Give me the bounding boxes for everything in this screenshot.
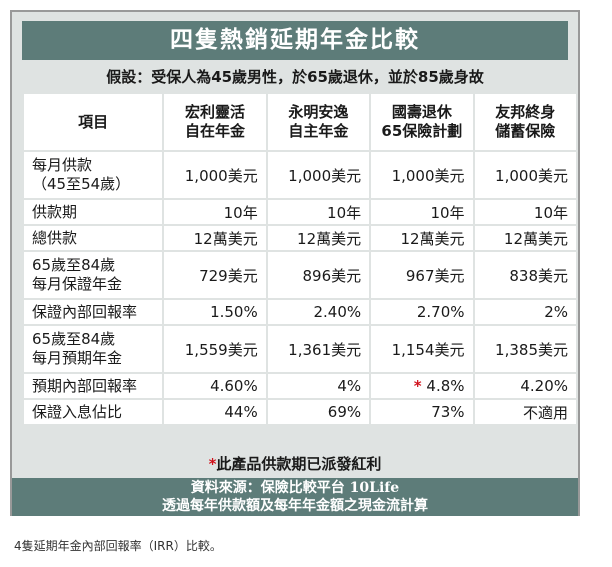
table-cell: 69% (267, 400, 370, 424)
table-row: 總供款 12萬美元 12萬美元 12萬美元 12萬美元 (24, 226, 576, 250)
row-label-expected-irr: 預期內部回報率 (24, 374, 163, 398)
panel-title: 四隻熱銷延期年金比較 (22, 21, 568, 60)
row-label-guaranteed-annuity: 65歲至84歲 每月保證年金 (24, 252, 163, 298)
table-cell: 729美元 (164, 252, 266, 298)
table-cell: 1,154美元 (371, 326, 473, 372)
header-product-4: 友邦終身 儲蓄保險 (474, 94, 576, 150)
table-cell: 4.60% (164, 374, 266, 398)
calculation-note: 透過每年供款額及每年年金額之現金流計算 (162, 498, 428, 514)
table-row: 每月供款 （45至54歲） 1,000美元 1,000美元 1,000美元 1,0… (24, 152, 576, 198)
table-cell: 2% (474, 300, 576, 324)
table-cell: 1,385美元 (474, 326, 576, 372)
row-label-monthly-contribution: 每月供款 （45至54歲） (24, 152, 163, 198)
table-row: 預期內部回報率 4.60% 4% * 4.8% 4.20% (24, 374, 576, 398)
row-label-expected-annuity: 65歲至84歲 每月預期年金 (24, 326, 163, 372)
row-label-total-contribution: 總供款 (24, 226, 163, 250)
table-row: 供款期 10年 10年 10年 10年 (24, 200, 576, 224)
table-cell: 4.20% (474, 374, 576, 398)
table-cell: 1,000美元 (267, 152, 370, 198)
row-label-guaranteed-irr: 保證內部回報率 (24, 300, 163, 324)
header-product-2: 永明安逸 自主年金 (267, 94, 370, 150)
image-caption: 4隻延期年金內部回報率（IRR）比較。 (14, 539, 222, 553)
table-cell: 10年 (267, 200, 370, 224)
table-cell: 10年 (371, 200, 473, 224)
table-header-row: 項目 宏利靈活 自在年金 永明安逸 自主年金 國壽退休 65保險計劃 友邦終身 儲蓄保險 (24, 94, 576, 150)
header-product-1: 宏利靈活 自在年金 (164, 94, 266, 150)
header-product-3: 國壽退休 65保險計劃 (371, 94, 473, 150)
table-row: 65歲至84歲 每月預期年金 1,559美元 1,361美元 1,154美元 1,… (24, 326, 576, 372)
source-text: 資料來源：保險比較平台 10Life (190, 480, 400, 496)
table-cell: 838美元 (474, 252, 576, 298)
table-cell: 44% (164, 400, 266, 424)
table-cell: 967美元 (371, 252, 473, 298)
dividend-asterisk-icon: * (413, 377, 422, 395)
comparison-panel: 四隻熱銷延期年金比較 假設：受保人為45歲男性，於65歲退休，並於85歲身故 項… (10, 10, 580, 516)
table-cell: 1,559美元 (164, 326, 266, 372)
table-cell: 1,000美元 (474, 152, 576, 198)
table-cell: 不適用 (474, 400, 576, 424)
table-row: 保證入息佔比 44% 69% 73% 不適用 (24, 400, 576, 424)
table-row: 保證內部回報率 1.50% 2.40% 2.70% 2% (24, 300, 576, 324)
table-cell: 10年 (164, 200, 266, 224)
table-cell: 12萬美元 (164, 226, 266, 250)
header-item: 項目 (24, 94, 163, 150)
table-cell: 2.40% (267, 300, 370, 324)
table-cell: 73% (371, 400, 473, 424)
row-label-guaranteed-income-ratio: 保證入息佔比 (24, 400, 163, 424)
footnote-asterisk-icon: * (208, 455, 217, 473)
table-cell: 2.70% (371, 300, 473, 324)
table-cell: 1,000美元 (371, 152, 473, 198)
assumption-subtitle: 假設：受保人為45歲男性，於65歲退休，並於85歲身故 (106, 68, 484, 86)
table-cell: 896美元 (267, 252, 370, 298)
comparison-table: 項目 宏利靈活 自在年金 永明安逸 自主年金 國壽退休 65保險計劃 友邦終身 儲蓄保險… (22, 92, 578, 426)
row-label-contribution-period: 供款期 (24, 200, 163, 224)
table-cell: * 4.8% (371, 374, 473, 398)
table-cell: 1,000美元 (164, 152, 266, 198)
table-cell: 12萬美元 (267, 226, 370, 250)
table-cell: 12萬美元 (474, 226, 576, 250)
table-row: 65歲至84歲 每月保證年金 729美元 896美元 967美元 838美元 (24, 252, 576, 298)
dividend-footnote: *此產品供款期已派發紅利 (208, 455, 382, 473)
table-cell: 1.50% (164, 300, 266, 324)
table-cell: 12萬美元 (371, 226, 473, 250)
table-cell: 4% (267, 374, 370, 398)
table-cell: 10年 (474, 200, 576, 224)
table-cell: 1,361美元 (267, 326, 370, 372)
source-bar: 資料來源：保險比較平台 10Life 透過每年供款額及每年年金額之現金流計算 (12, 478, 578, 516)
